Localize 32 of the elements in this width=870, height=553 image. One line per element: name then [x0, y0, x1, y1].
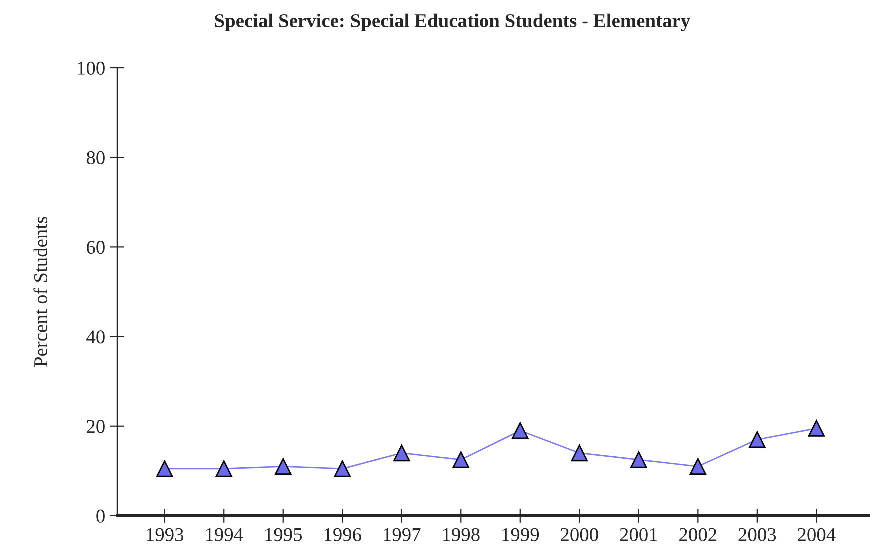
x-tick-label: 1998 [443, 528, 480, 542]
x-tick-label: 2002 [680, 528, 717, 542]
y-tick-label: 60 [87, 241, 105, 254]
x-tick-label: 1997 [384, 528, 421, 542]
point [334, 460, 351, 478]
x-tick-label: 1999 [502, 528, 540, 542]
y-tick-label: 40 [86, 330, 105, 344]
point [808, 420, 826, 437]
x-tick-label: 1994 [206, 528, 244, 542]
x-tick-label: 2004 [798, 528, 836, 542]
x-tick-label: 1995 [266, 528, 302, 542]
point [156, 460, 174, 478]
point [630, 452, 648, 468]
point [749, 431, 766, 448]
x-tick-label: 2001 [620, 528, 658, 542]
x-tick-label: 2003 [738, 528, 776, 542]
point [394, 444, 410, 462]
chart-title: Special Service: Special Education Students - Elementary [215, 14, 690, 32]
x-tick-label: 1996 [324, 528, 362, 542]
point [216, 460, 232, 478]
y-tick-label: 20 [87, 420, 105, 434]
x-tick-label: 2000 [561, 528, 598, 542]
point [275, 458, 292, 476]
y-axis-title: Percent of Students [34, 217, 48, 368]
y-tick-label: 80 [86, 151, 105, 165]
point [452, 452, 470, 468]
point [512, 422, 529, 440]
x-tick-label: 1993 [147, 528, 184, 542]
point [690, 458, 706, 476]
point [571, 444, 588, 462]
y-tick-label: 100 [78, 62, 105, 75]
y-tick-label: 0 [96, 510, 105, 523]
